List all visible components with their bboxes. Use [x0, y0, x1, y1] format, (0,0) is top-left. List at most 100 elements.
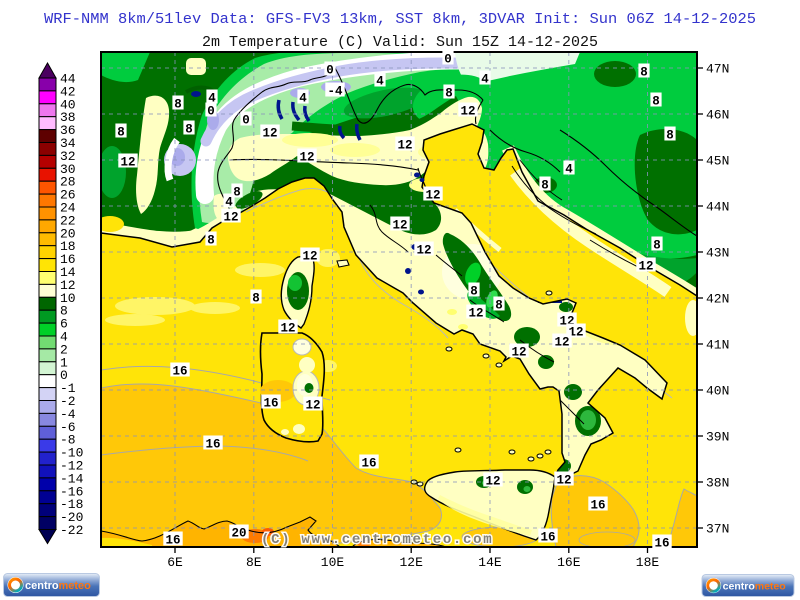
svg-text:2m Temperature (C) Valid: Sun: 2m Temperature (C) Valid: Sun 15Z 14-12-… [202, 34, 598, 51]
svg-text:14: 14 [60, 265, 76, 280]
svg-text:meteo: meteo [59, 580, 92, 592]
svg-text:6: 6 [60, 317, 68, 332]
svg-text:-4: -4 [60, 407, 76, 422]
svg-text:42: 42 [60, 84, 76, 99]
svg-text:12E: 12E [399, 555, 423, 570]
svg-text:16: 16 [590, 498, 605, 512]
svg-text:16: 16 [540, 530, 555, 544]
svg-text:4: 4 [565, 162, 573, 176]
svg-text:16: 16 [361, 456, 376, 470]
svg-text:44: 44 [60, 72, 76, 87]
svg-text:centro: centro [25, 580, 59, 592]
svg-text:0: 0 [60, 368, 68, 383]
svg-text:4: 4 [60, 330, 68, 345]
svg-text:34: 34 [60, 136, 76, 151]
svg-text:-6: -6 [60, 420, 76, 435]
svg-text:8: 8 [233, 185, 241, 199]
svg-text:12: 12 [554, 335, 569, 349]
svg-text:-18: -18 [60, 497, 83, 512]
svg-text:-8: -8 [60, 433, 76, 448]
svg-text:8: 8 [495, 298, 503, 312]
svg-text:28: 28 [60, 175, 76, 190]
svg-text:10E: 10E [321, 555, 345, 570]
svg-text:8: 8 [252, 291, 260, 305]
svg-text:10: 10 [60, 291, 76, 306]
svg-text:44N: 44N [706, 200, 729, 215]
svg-text:16E: 16E [557, 555, 581, 570]
svg-text:8: 8 [445, 86, 453, 100]
svg-text:12: 12 [392, 218, 407, 232]
svg-text:8: 8 [117, 125, 125, 139]
svg-text:26: 26 [60, 188, 76, 203]
svg-text:16: 16 [654, 536, 669, 550]
svg-text:12: 12 [397, 138, 412, 152]
svg-text:(C) www.centrometeo.com: (C) www.centrometeo.com [261, 532, 493, 548]
svg-text:0: 0 [242, 113, 250, 127]
svg-text:12: 12 [416, 243, 431, 257]
svg-text:8: 8 [185, 122, 193, 136]
svg-text:0: 0 [326, 63, 334, 77]
svg-text:-22: -22 [60, 523, 83, 538]
svg-text:-4: -4 [327, 84, 343, 98]
svg-text:WRF-NMM 8km/51lev Data: GFS-: WRF-NMM 8km/51lev Data: GFS-FV3 13km, SS… [44, 11, 756, 28]
svg-text:4: 4 [225, 195, 233, 209]
svg-text:4: 4 [376, 74, 384, 88]
svg-text:12: 12 [511, 345, 526, 359]
svg-text:8: 8 [653, 238, 661, 252]
svg-text:37N: 37N [706, 522, 729, 537]
svg-text:16: 16 [205, 437, 220, 451]
svg-text:1: 1 [60, 355, 68, 370]
svg-text:30: 30 [60, 162, 76, 177]
svg-text:22: 22 [60, 213, 76, 228]
svg-text:8: 8 [541, 178, 549, 192]
svg-text:12: 12 [305, 398, 320, 412]
svg-text:40: 40 [60, 97, 76, 112]
svg-text:12: 12 [638, 259, 653, 273]
svg-text:4: 4 [208, 91, 216, 105]
svg-text:centro: centro [723, 580, 756, 592]
svg-text:24: 24 [60, 201, 76, 216]
svg-text:43N: 43N [706, 246, 729, 261]
svg-text:45N: 45N [706, 154, 729, 169]
svg-text:12: 12 [299, 150, 314, 164]
svg-text:12: 12 [302, 249, 317, 263]
svg-text:20: 20 [60, 226, 76, 241]
svg-text:38: 38 [60, 110, 76, 125]
svg-text:-12: -12 [60, 459, 83, 474]
svg-text:12: 12 [60, 278, 76, 293]
svg-text:6E: 6E [167, 555, 183, 570]
svg-text:32: 32 [60, 149, 76, 164]
svg-text:18: 18 [60, 239, 76, 254]
svg-text:47N: 47N [706, 62, 729, 77]
svg-text:12: 12 [468, 306, 483, 320]
svg-text:39N: 39N [706, 430, 729, 445]
svg-text:-10: -10 [60, 446, 83, 461]
svg-text:16: 16 [165, 533, 180, 547]
svg-text:12: 12 [280, 321, 295, 335]
svg-text:4: 4 [481, 72, 489, 86]
svg-text:12: 12 [460, 104, 475, 118]
svg-text:-2: -2 [60, 394, 76, 409]
svg-text:16: 16 [172, 364, 187, 378]
svg-text:-14: -14 [60, 471, 84, 486]
svg-text:42N: 42N [706, 292, 729, 307]
svg-text:8: 8 [207, 233, 215, 247]
svg-text:46N: 46N [706, 108, 729, 123]
svg-text:-20: -20 [60, 510, 83, 525]
svg-text:12: 12 [485, 474, 500, 488]
svg-text:20: 20 [231, 526, 246, 540]
svg-text:0: 0 [444, 52, 452, 66]
svg-text:16: 16 [263, 396, 278, 410]
svg-text:8: 8 [174, 97, 182, 111]
svg-text:12: 12 [262, 126, 277, 140]
svg-text:14E: 14E [478, 555, 502, 570]
svg-text:8E: 8E [246, 555, 262, 570]
svg-text:8: 8 [60, 304, 68, 319]
svg-text:40N: 40N [706, 384, 729, 399]
svg-text:-16: -16 [60, 484, 83, 499]
svg-text:meteo: meteo [755, 580, 787, 592]
svg-text:16: 16 [60, 252, 76, 267]
svg-text:12: 12 [223, 210, 238, 224]
svg-text:4: 4 [299, 91, 307, 105]
svg-text:-1: -1 [60, 381, 76, 396]
